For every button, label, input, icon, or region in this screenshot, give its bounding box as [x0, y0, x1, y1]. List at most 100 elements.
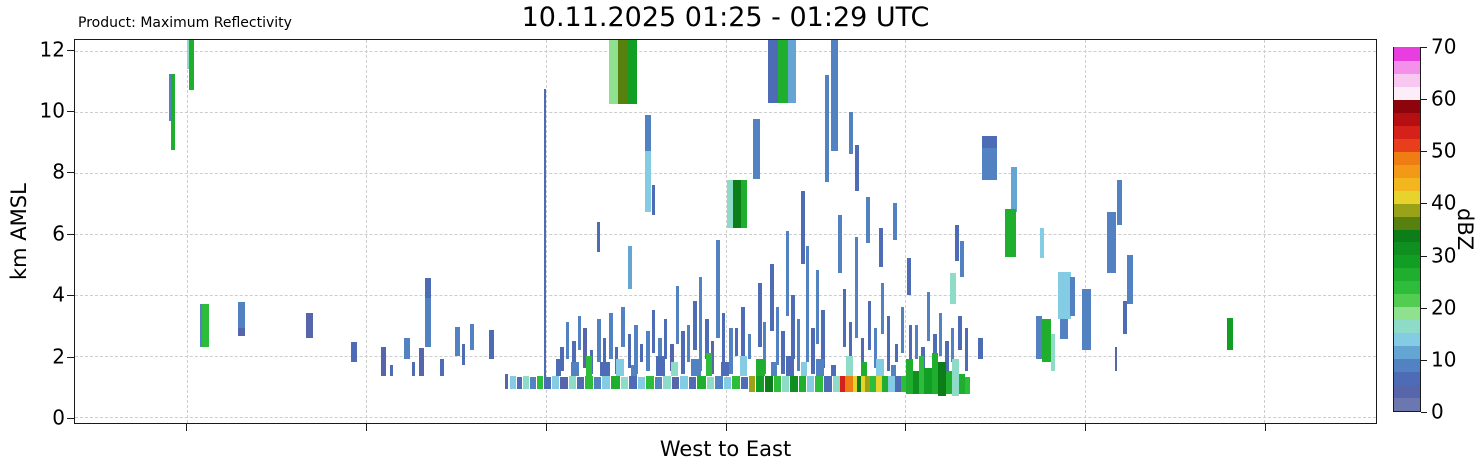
y-tick-label: 2: [52, 344, 65, 369]
x-gridline: [1084, 40, 1086, 423]
reflectivity-bar: [886, 316, 890, 372]
reflectivity-bar: [959, 241, 964, 277]
reflectivity-bar: [1123, 300, 1128, 335]
reflectivity-bar: [805, 245, 809, 362]
reflectivity-bar: [1058, 271, 1072, 320]
colorbar-segment: [1394, 384, 1420, 399]
reflectivity-bar: [646, 375, 655, 390]
colorbar-tick: [1421, 47, 1427, 48]
reflectivity-bar: [1060, 319, 1069, 340]
reflectivity-bar: [781, 375, 789, 393]
colorbar-segment: [1394, 59, 1420, 74]
reflectivity-bar: [1227, 317, 1234, 350]
reflectivity-bar: [860, 337, 864, 375]
reflectivity-bar: [552, 375, 560, 390]
plot-area: [74, 39, 1377, 424]
colorbar-tick-label: 40: [1431, 190, 1457, 215]
reflectivity-bar: [670, 343, 675, 372]
reflectivity-bar: [715, 375, 724, 390]
reflectivity-bar: [412, 361, 416, 376]
reflectivity-bar: [544, 377, 552, 390]
reflectivity-bar: [854, 145, 859, 192]
reflectivity-bar: [854, 236, 858, 338]
y-tick: [67, 356, 74, 358]
reflectivity-bar: [806, 375, 814, 393]
reflectivity-bar: [237, 328, 245, 337]
reflectivity-bar: [726, 180, 733, 228]
reflectivity-bar: [837, 215, 842, 274]
reflectivity-bar: [628, 334, 632, 369]
reflectivity-bar: [867, 300, 871, 350]
reflectivity-bar: [380, 346, 386, 376]
reflectivity-bar: [1039, 227, 1044, 259]
reflectivity-bar: [923, 368, 932, 394]
reflectivity-bar: [789, 375, 798, 393]
reflectivity-bar: [1082, 288, 1092, 350]
reflectivity-bar: [914, 325, 918, 359]
reflectivity-bar: [638, 377, 646, 390]
reflectivity-bar: [510, 375, 517, 390]
reflectivity-bar: [900, 375, 906, 393]
reflectivity-bar: [894, 375, 901, 393]
reflectivity-bar: [777, 40, 788, 103]
reflectivity-bar: [755, 358, 765, 376]
reflectivity-bar: [188, 40, 194, 91]
reflectivity-bar: [785, 355, 794, 376]
reflectivity-bar: [1070, 276, 1076, 317]
reflectivity-bar: [663, 375, 672, 390]
reflectivity-bar: [949, 273, 956, 304]
reflectivity-bar: [652, 184, 656, 216]
y-tick-label: 0: [52, 405, 65, 430]
colorbar-tick-label: 30: [1431, 243, 1457, 268]
y-tick-label: 8: [52, 159, 65, 184]
reflectivity-bar: [600, 361, 611, 376]
colorbar-tick-label: 0: [1431, 399, 1444, 424]
colorbar-segment: [1394, 85, 1420, 100]
reflectivity-bar: [425, 278, 432, 298]
reflectivity-bar: [583, 328, 588, 369]
reflectivity-bar: [964, 328, 968, 372]
reflectivity-bar: [852, 375, 857, 393]
reflectivity-bar: [724, 377, 731, 390]
reflectivity-bar: [611, 375, 621, 390]
reflectivity-bar: [740, 307, 745, 372]
reflectivity-bar: [787, 40, 796, 103]
reflectivity-bar: [945, 371, 952, 394]
y-tick-label: 10: [39, 98, 65, 123]
reflectivity-bar: [640, 343, 644, 362]
reflectivity-bar: [716, 239, 720, 338]
colorbar-segment: [1394, 396, 1420, 411]
reflectivity-bar: [770, 361, 777, 376]
reflectivity-bar: [739, 355, 747, 376]
reflectivity-bar: [631, 365, 638, 376]
reflectivity-bar: [186, 40, 189, 69]
reflectivity-bar: [1010, 166, 1017, 213]
reflectivity-bar: [800, 191, 805, 265]
reflectivity-bar: [455, 326, 461, 356]
reflectivity-bar: [860, 375, 865, 393]
reflectivity-bar: [645, 114, 652, 152]
reflectivity-bar: [517, 377, 523, 390]
reflectivity-bar: [830, 365, 836, 376]
reflectivity-bar: [609, 313, 614, 359]
reflectivity-bar: [569, 375, 577, 390]
colorbar-segment: [1394, 72, 1420, 87]
reflectivity-bar: [705, 319, 710, 359]
colorbar-tick: [1421, 99, 1427, 101]
colorbar-tick: [1421, 307, 1427, 309]
reflectivity-bar: [658, 337, 663, 375]
reflectivity-bar: [721, 361, 729, 376]
reflectivity-bar: [875, 375, 882, 393]
reflectivity-bar: [578, 316, 582, 350]
y-tick: [67, 49, 74, 51]
colorbar-segment: [1394, 137, 1420, 152]
reflectivity-bar: [505, 374, 509, 390]
reflectivity-bar: [707, 377, 715, 390]
x-gridline: [366, 40, 368, 423]
colorbar-segment: [1394, 319, 1420, 334]
y-tick: [67, 417, 74, 419]
reflectivity-bar: [798, 375, 806, 393]
reflectivity-bar: [571, 361, 580, 376]
x-tick: [186, 424, 188, 431]
colorbar-tick-label: 50: [1431, 138, 1457, 163]
